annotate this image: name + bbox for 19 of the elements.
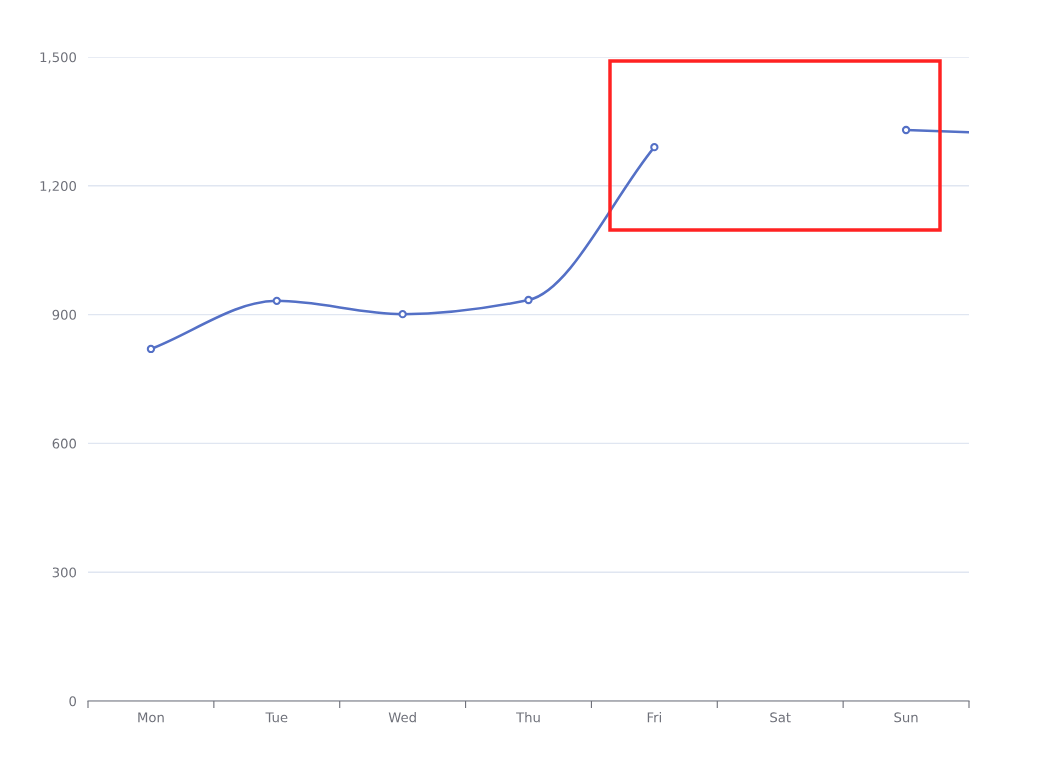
point (901, 125, 911, 135)
y-tick-label: 1,200 (40, 181, 77, 193)
x-tick-label: Wed (388, 712, 416, 723)
point (398, 310, 407, 319)
y-tick-label: 600 (52, 438, 77, 449)
x-tick-label: Fri (647, 712, 661, 723)
x-tick-label: Tue (265, 712, 288, 723)
point (650, 142, 659, 152)
y-tick-label: 300 (52, 567, 77, 578)
point (146, 344, 156, 354)
x-tick-label: Sun (894, 712, 918, 723)
point (272, 296, 281, 306)
point (524, 295, 533, 305)
x-tick-label: Thu (516, 712, 540, 723)
y-tick-label: 0 (69, 696, 77, 707)
x-tick-label: Sat (770, 712, 791, 723)
x-tick-label: Mon (138, 712, 164, 723)
y-tick-label: 1,500 (40, 52, 77, 64)
y-tick-label: 900 (52, 309, 77, 320)
